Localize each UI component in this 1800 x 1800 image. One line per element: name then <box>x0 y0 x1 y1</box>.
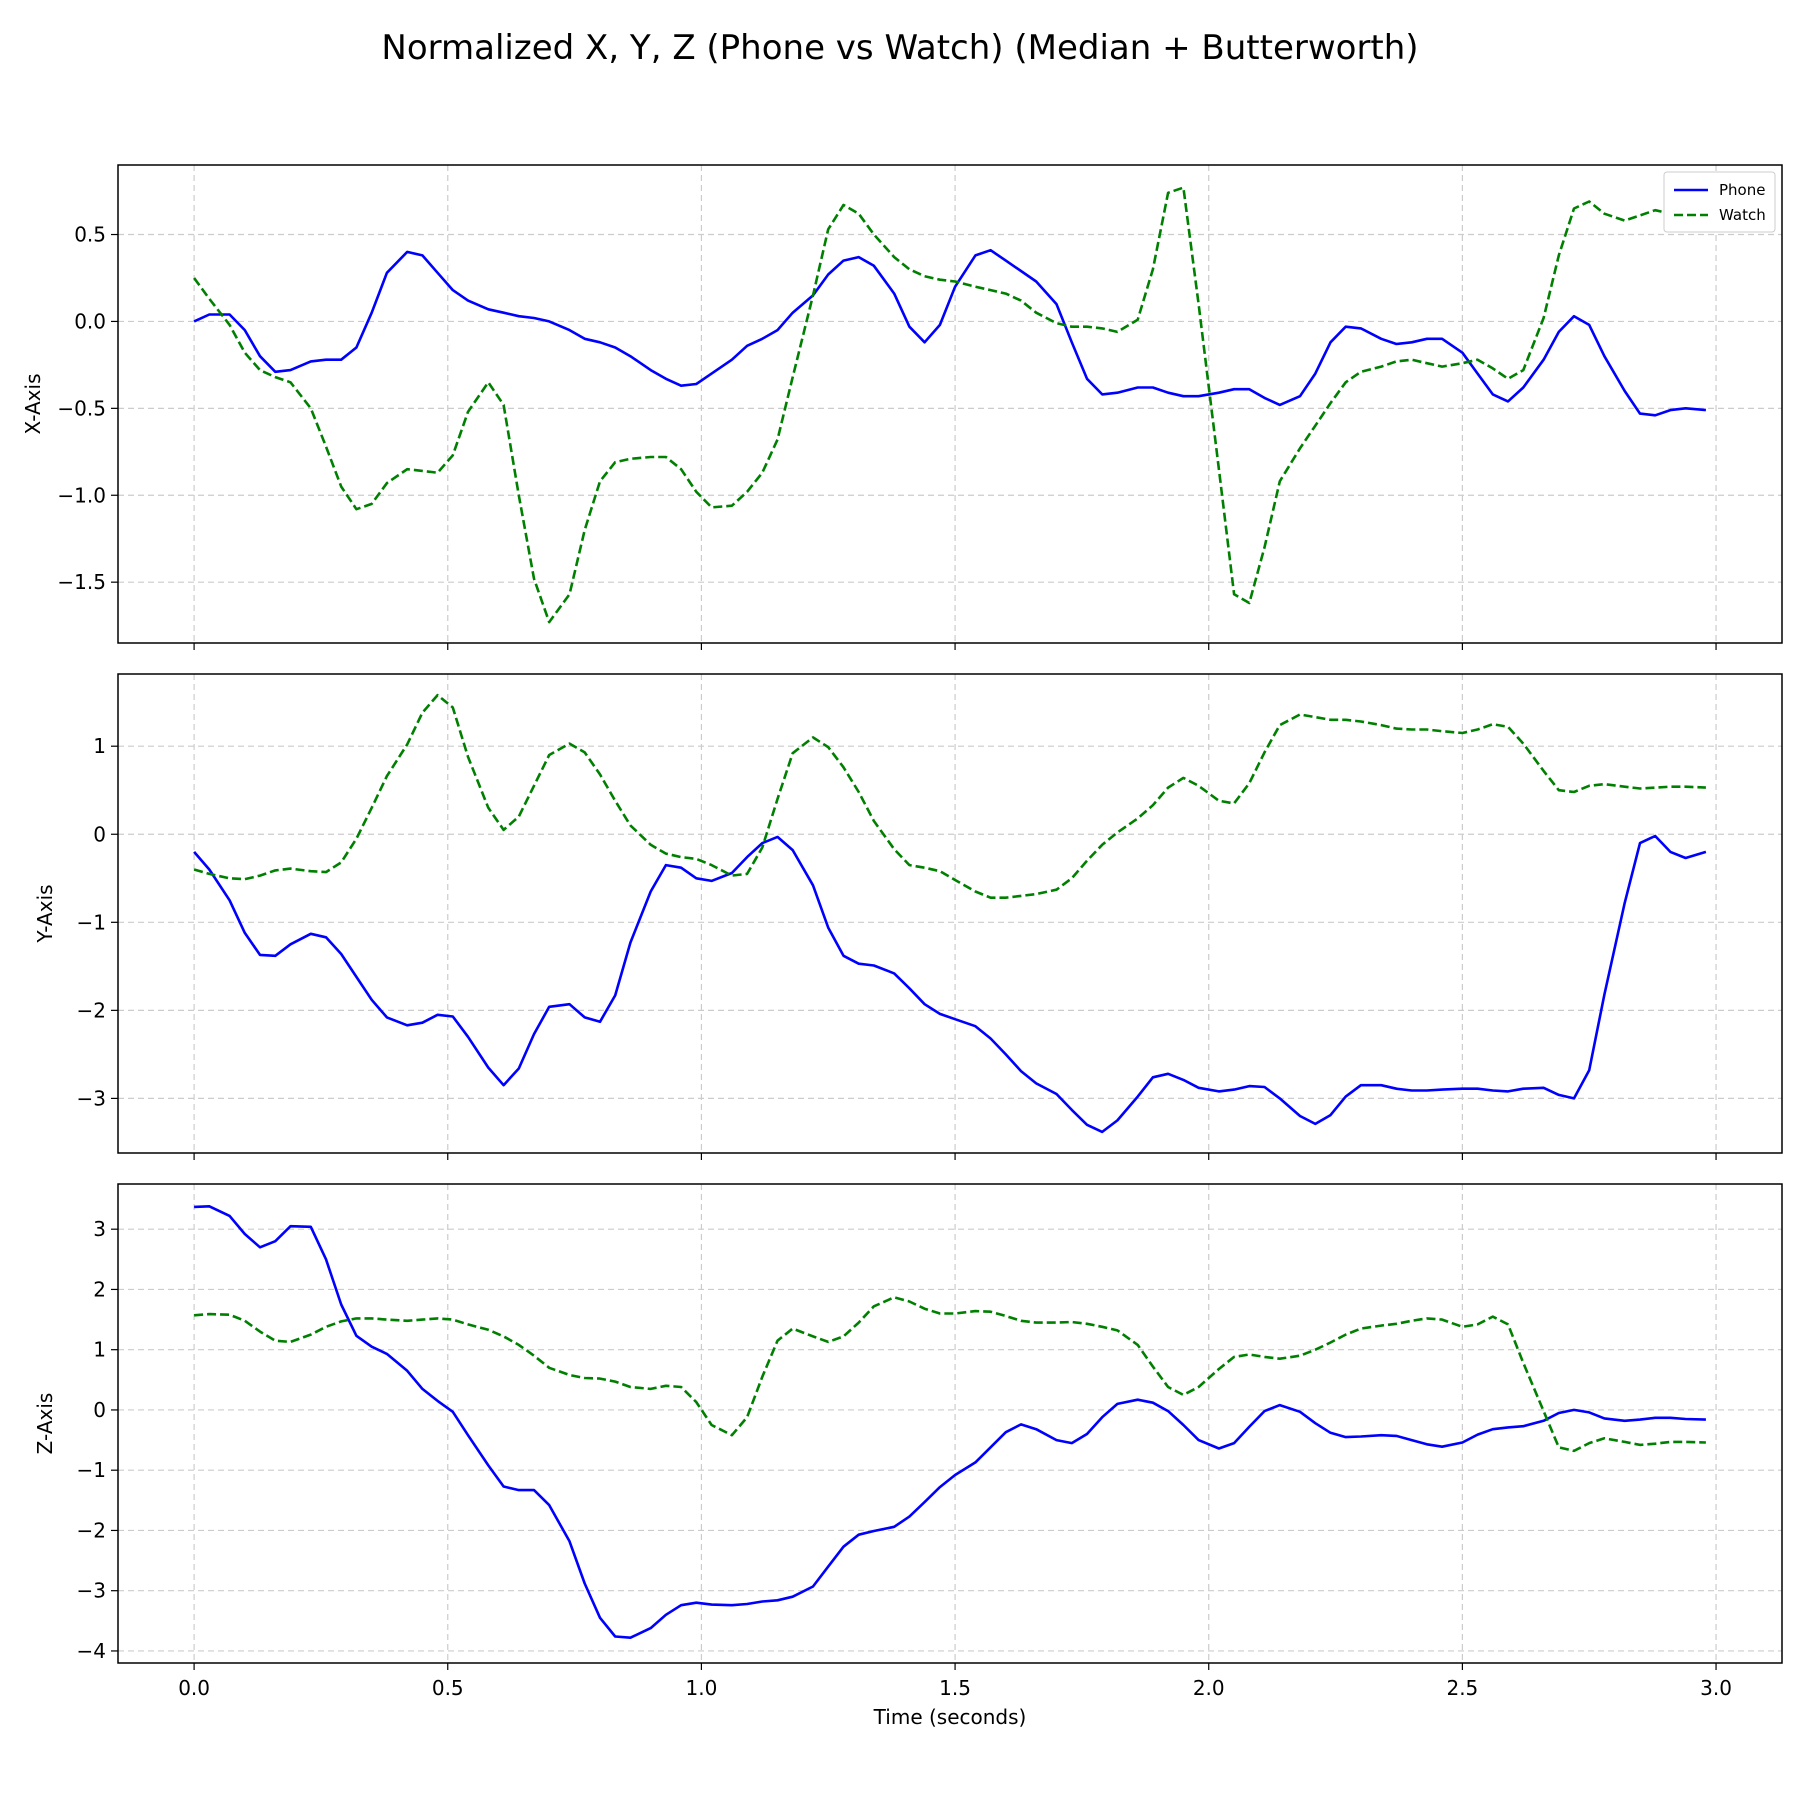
y-tick-label: 2 <box>93 1277 106 1301</box>
legend: Phone Watch <box>1663 171 1776 233</box>
y-tick-label: −1 <box>77 1458 106 1482</box>
y-tick-label: −2 <box>77 998 106 1022</box>
y-tick-label: 0.0 <box>74 309 106 333</box>
panel-2: 1 0 −1 −2 −3 Y-Axis <box>33 673 1783 1160</box>
chart-title: Normalized X, Y, Z (Phone vs Watch) (Med… <box>381 28 1419 68</box>
series-line-watch <box>193 693 1706 900</box>
panel-3: 3 2 1 0 −1 −2 −3 −4 0.0 0.5 1.0 1.5 2.0 2.5 3.0 Z-Axis <box>33 1183 1783 1700</box>
y-tick-label: −3 <box>77 1086 106 1110</box>
y-tick-label: 1 <box>93 1338 106 1362</box>
y-tick-label: −1.0 <box>57 483 106 507</box>
y-axis-label: Z-Axis <box>33 1393 57 1455</box>
legend-box <box>1663 171 1776 233</box>
x-tick-label: 0.0 <box>178 1676 210 1700</box>
series-line-phone <box>194 1205 1706 1639</box>
plot-frame <box>117 673 1783 1154</box>
x-tick-label: 3.0 <box>1700 1676 1732 1700</box>
y-tick-label: −2 <box>77 1518 106 1542</box>
panel-1: 0.5 0.0 −0.5 −1.0 −1.5 X-Axis Phone Watch <box>21 164 1783 650</box>
y-tick-label: −1 <box>77 910 106 934</box>
y-tick-label: 0 <box>93 822 106 846</box>
series-line-phone <box>193 248 1707 417</box>
x-tick-label: 2.0 <box>1193 1676 1225 1700</box>
series-group <box>193 186 1707 624</box>
y-tick-label: 3 <box>93 1217 106 1241</box>
y-tick-label: 1 <box>93 734 106 758</box>
y-axis-label: Y-Axis <box>33 884 57 943</box>
y-tick-label: −4 <box>77 1639 106 1663</box>
series-line-phone <box>193 834 1707 1134</box>
plot-frame <box>117 164 1783 644</box>
y-tick-label: −3 <box>77 1579 106 1603</box>
x-tick-label: 1.5 <box>939 1676 971 1700</box>
x-tick-label: 1.0 <box>686 1676 718 1700</box>
y-tick-label: 0 <box>93 1398 106 1422</box>
x-tick-label: 0.5 <box>432 1676 464 1700</box>
y-tick-label: 0.5 <box>74 223 106 247</box>
x-tick-label: 2.5 <box>1446 1676 1478 1700</box>
y-tick-label: −0.5 <box>57 396 106 420</box>
series-group <box>193 1205 1706 1639</box>
series-group <box>193 693 1707 1134</box>
plot-frame <box>117 1183 1783 1664</box>
y-axis-label: X-Axis <box>21 374 45 435</box>
x-axis-label: Time (seconds) <box>873 1705 1027 1729</box>
legend-label-phone: Phone <box>1719 181 1765 199</box>
y-tick-label: −1.5 <box>57 570 106 594</box>
series-line-watch <box>193 1296 1706 1453</box>
legend-label-watch: Watch <box>1719 206 1766 224</box>
series-line-watch <box>193 186 1706 624</box>
